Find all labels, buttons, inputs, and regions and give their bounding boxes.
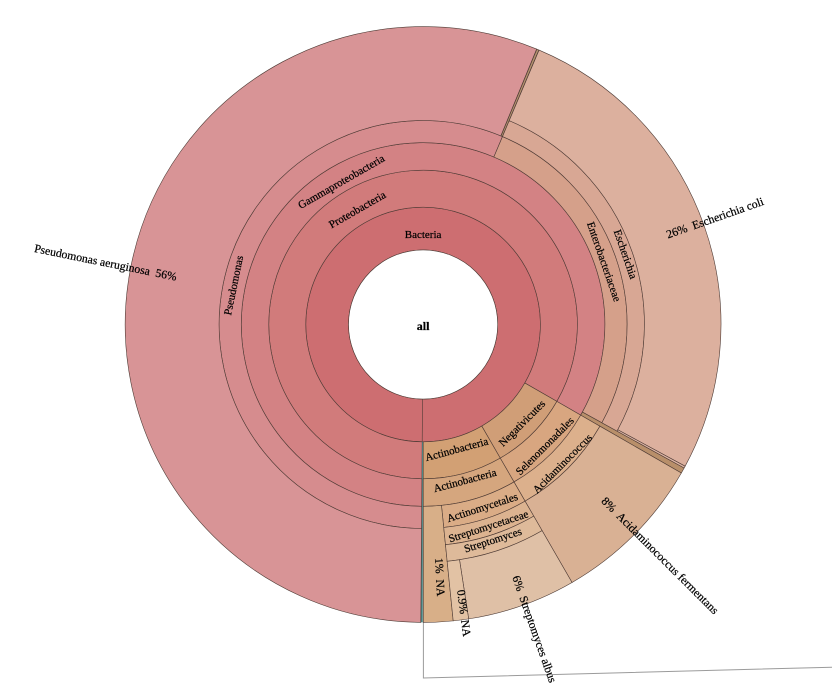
svg-text:all: all (417, 319, 430, 333)
svg-text:0.9% NA: 0.9% NA (454, 589, 473, 638)
svg-text:1% NA: 1% NA (432, 558, 447, 597)
svg-text:Bacteria: Bacteria (405, 229, 442, 241)
